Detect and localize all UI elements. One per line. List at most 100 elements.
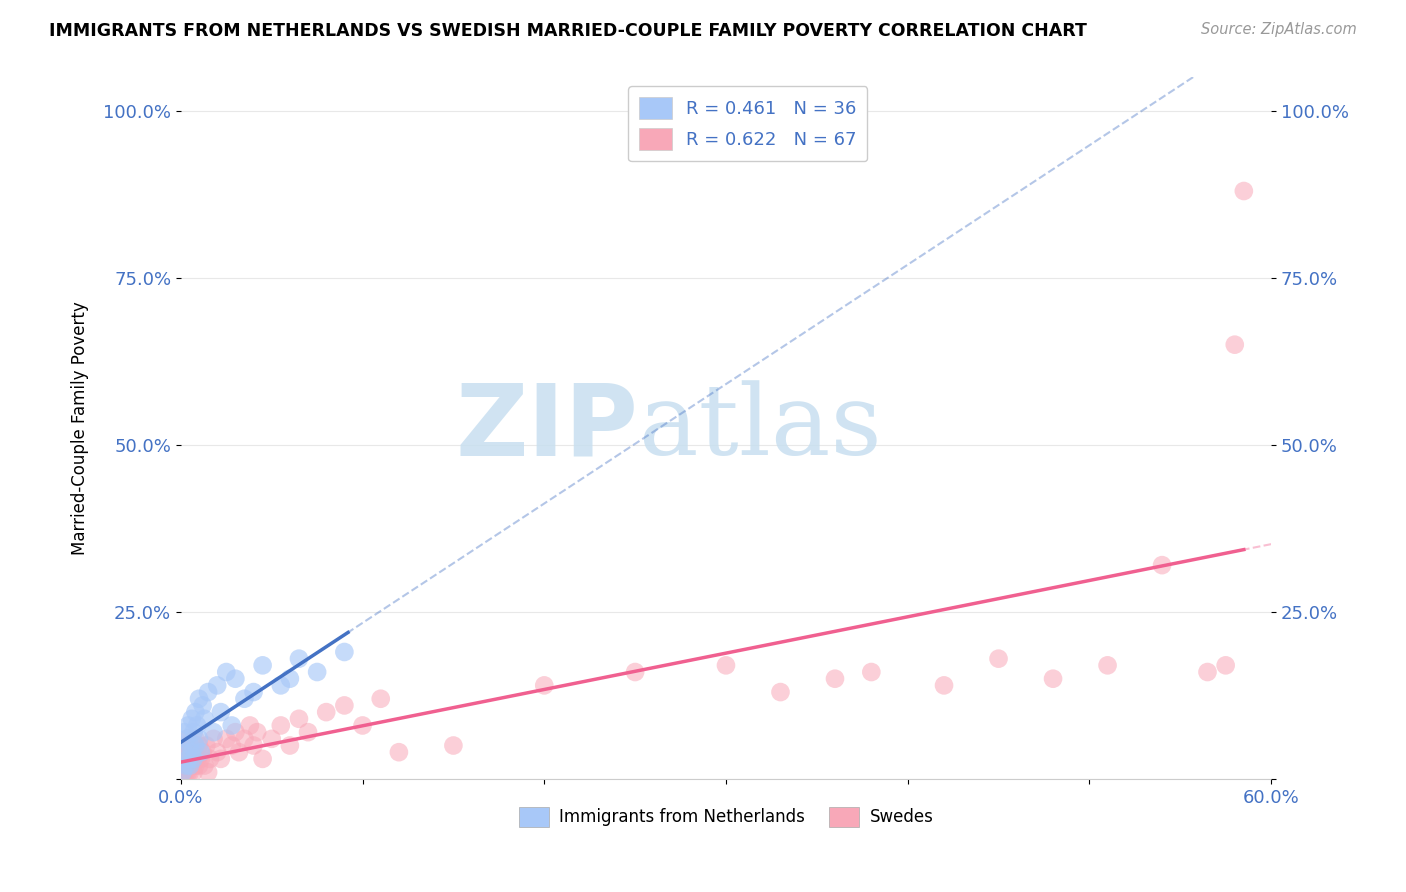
Point bbox=[198, 752, 221, 766]
Text: ZIP: ZIP bbox=[456, 380, 638, 476]
Point bbox=[180, 712, 202, 726]
Point bbox=[176, 758, 198, 772]
Point bbox=[173, 765, 195, 780]
Point bbox=[388, 745, 411, 759]
Point bbox=[186, 752, 208, 766]
Point bbox=[278, 672, 301, 686]
Point bbox=[180, 745, 202, 759]
Point bbox=[352, 718, 374, 732]
Point bbox=[202, 731, 225, 746]
Point bbox=[1223, 337, 1246, 351]
Point bbox=[533, 678, 555, 692]
Point bbox=[190, 745, 212, 759]
Point bbox=[714, 658, 737, 673]
Point bbox=[769, 685, 792, 699]
Point bbox=[202, 725, 225, 739]
Point bbox=[190, 752, 212, 766]
Point bbox=[177, 731, 200, 746]
Point bbox=[186, 718, 208, 732]
Point bbox=[987, 651, 1010, 665]
Point bbox=[1042, 672, 1064, 686]
Point bbox=[333, 645, 356, 659]
Point bbox=[1152, 558, 1174, 573]
Point bbox=[177, 752, 200, 766]
Point bbox=[252, 752, 274, 766]
Point bbox=[180, 758, 202, 772]
Point bbox=[441, 739, 464, 753]
Point bbox=[242, 739, 264, 753]
Point bbox=[333, 698, 356, 713]
Point bbox=[370, 691, 392, 706]
Point bbox=[177, 752, 200, 766]
Point bbox=[270, 718, 292, 732]
Point bbox=[197, 685, 219, 699]
Point bbox=[209, 705, 232, 719]
Point bbox=[173, 745, 195, 759]
Point bbox=[183, 765, 205, 780]
Point bbox=[205, 678, 228, 692]
Point bbox=[297, 725, 319, 739]
Point bbox=[179, 739, 201, 753]
Point bbox=[246, 725, 269, 739]
Point bbox=[179, 739, 201, 753]
Point bbox=[172, 765, 194, 780]
Point bbox=[172, 765, 194, 780]
Point bbox=[191, 698, 214, 713]
Point bbox=[252, 658, 274, 673]
Point bbox=[193, 712, 215, 726]
Legend: Immigrants from Netherlands, Swedes: Immigrants from Netherlands, Swedes bbox=[512, 800, 941, 834]
Point bbox=[288, 651, 311, 665]
Point bbox=[180, 745, 202, 759]
Point bbox=[184, 731, 207, 746]
Point bbox=[824, 672, 846, 686]
Point bbox=[183, 752, 205, 766]
Point bbox=[195, 739, 218, 753]
Point bbox=[307, 665, 329, 679]
Point bbox=[278, 739, 301, 753]
Point bbox=[176, 765, 198, 780]
Point bbox=[179, 752, 201, 766]
Point bbox=[188, 691, 211, 706]
Point bbox=[183, 725, 205, 739]
Point bbox=[177, 718, 200, 732]
Point bbox=[173, 745, 195, 759]
Point bbox=[184, 758, 207, 772]
Point bbox=[260, 731, 283, 746]
Point bbox=[1197, 665, 1219, 679]
Point bbox=[191, 745, 214, 759]
Point bbox=[173, 725, 195, 739]
Point bbox=[176, 758, 198, 772]
Point bbox=[860, 665, 883, 679]
Point bbox=[215, 665, 238, 679]
Y-axis label: Married-Couple Family Poverty: Married-Couple Family Poverty bbox=[72, 301, 89, 555]
Point bbox=[177, 765, 200, 780]
Point bbox=[1215, 658, 1237, 673]
Point bbox=[173, 758, 195, 772]
Point bbox=[188, 739, 211, 753]
Point bbox=[270, 678, 292, 692]
Point bbox=[932, 678, 955, 692]
Point bbox=[176, 731, 198, 746]
Text: Source: ZipAtlas.com: Source: ZipAtlas.com bbox=[1201, 22, 1357, 37]
Point bbox=[197, 765, 219, 780]
Point bbox=[172, 752, 194, 766]
Point bbox=[221, 718, 243, 732]
Point bbox=[215, 731, 238, 746]
Point bbox=[288, 712, 311, 726]
Point bbox=[233, 691, 256, 706]
Point bbox=[315, 705, 337, 719]
Point bbox=[176, 739, 198, 753]
Text: IMMIGRANTS FROM NETHERLANDS VS SWEDISH MARRIED-COUPLE FAMILY POVERTY CORRELATION: IMMIGRANTS FROM NETHERLANDS VS SWEDISH M… bbox=[49, 22, 1087, 40]
Point bbox=[228, 745, 250, 759]
Point bbox=[179, 765, 201, 780]
Text: atlas: atlas bbox=[638, 380, 882, 476]
Point bbox=[242, 685, 264, 699]
Point bbox=[183, 752, 205, 766]
Point bbox=[1097, 658, 1119, 673]
Point bbox=[224, 672, 246, 686]
Point bbox=[209, 752, 232, 766]
Point bbox=[224, 725, 246, 739]
Point bbox=[184, 739, 207, 753]
Point bbox=[221, 739, 243, 753]
Point bbox=[1233, 184, 1256, 198]
